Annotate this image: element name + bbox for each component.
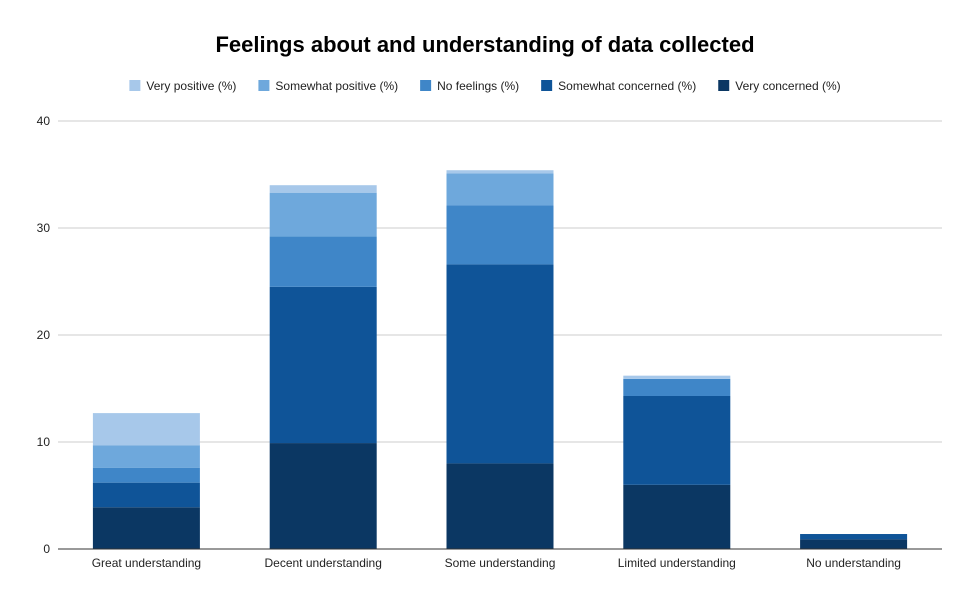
bar-segment [800, 539, 908, 549]
legend-swatch [541, 80, 553, 91]
y-tick-label: 20 [37, 328, 51, 342]
y-tick-label: 0 [43, 542, 50, 556]
bar-segment [92, 467, 200, 483]
bar-segment [446, 205, 554, 265]
bar-segment [269, 192, 377, 237]
x-category-label: No understanding [806, 556, 901, 570]
bar-segment [446, 170, 554, 174]
legend-swatch [258, 80, 270, 91]
y-tick-label: 10 [37, 435, 51, 449]
legend-label: Somewhat concerned (%) [558, 79, 696, 93]
legend-swatch [420, 80, 432, 91]
bar-segment [623, 395, 731, 485]
y-axis-ticks: 0 10 20 30 40 [37, 114, 51, 556]
legend-label: Somewhat positive (%) [275, 79, 398, 93]
bar-segment [446, 264, 554, 464]
bar-segment [92, 413, 200, 446]
y-tick-label: 30 [37, 221, 51, 235]
bar-segment [446, 463, 554, 549]
bar-segment [800, 534, 908, 540]
bar-segment [92, 445, 200, 468]
bar-segment [269, 286, 377, 444]
bar-segment [269, 443, 377, 549]
bar-segment [92, 507, 200, 549]
y-tick-label: 40 [37, 114, 51, 128]
x-axis-labels: Great understanding Decent understanding S… [92, 556, 901, 570]
bar-segment [623, 378, 731, 396]
x-category-label: Limited understanding [618, 556, 736, 570]
x-category-label: Great understanding [92, 556, 201, 570]
x-category-label: Some understanding [445, 556, 556, 570]
legend-label: Very concerned (%) [735, 79, 840, 93]
bar-segment [92, 482, 200, 508]
bar-segment [269, 236, 377, 287]
legend-label: No feelings (%) [437, 79, 519, 93]
bar-segment [623, 375, 731, 379]
legend-swatch [718, 80, 730, 91]
legend-label: Very positive (%) [146, 79, 236, 93]
bar-segment [269, 185, 377, 193]
bar-segment [446, 173, 554, 206]
x-category-label: Decent understanding [264, 556, 381, 570]
chart-title: Feelings about and understanding of data… [215, 32, 754, 57]
legend-swatch [129, 80, 141, 91]
legend: Very positive (%) Somewhat positive (%) No… [129, 79, 841, 93]
bar-segment [623, 484, 731, 549]
bars [92, 170, 908, 549]
